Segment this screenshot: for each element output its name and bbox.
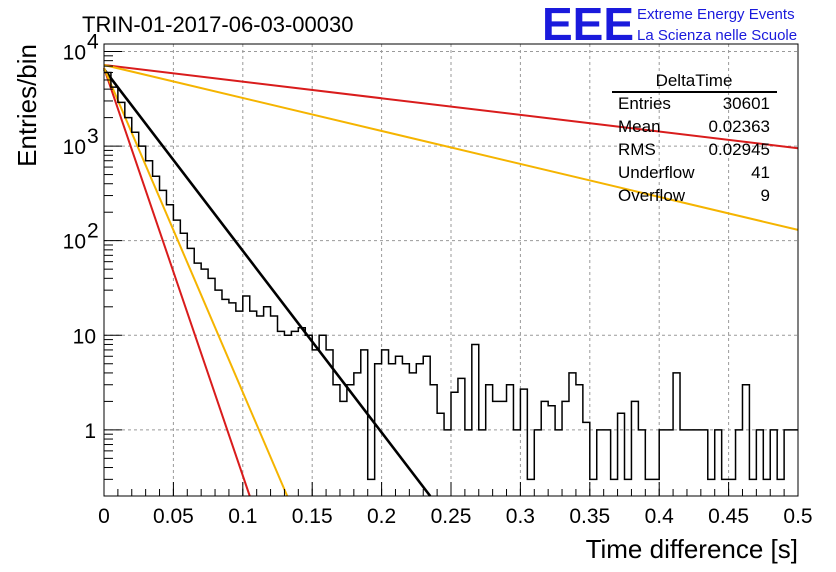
x-tick-label: 0 bbox=[98, 505, 110, 528]
stats-label: Mean bbox=[618, 117, 661, 136]
stats-value: 41 bbox=[751, 163, 770, 182]
y-tick-exponent: 3 bbox=[87, 125, 99, 148]
y-axis-label: Entries/bin bbox=[12, 44, 42, 167]
y-tick-label: 1 bbox=[84, 420, 96, 443]
stats-title: DeltaTime bbox=[656, 71, 733, 90]
fit-curve bbox=[103, 67, 289, 497]
stats-label: Entries bbox=[618, 94, 671, 113]
y-tick-label: 10 bbox=[63, 41, 86, 64]
y-tick-exponent: 2 bbox=[87, 220, 99, 243]
y-tick-label: 10 bbox=[73, 325, 96, 348]
stats-label: Underflow bbox=[618, 163, 695, 182]
stats-value: 0.02945 bbox=[709, 140, 770, 159]
logo-mark: EEE bbox=[542, 0, 634, 50]
x-tick-labels: 0 0.05 0.1 0.15 0.2 0.25 0.3 0.35 0.4 0.45 0.5 bbox=[98, 505, 812, 528]
x-tick-label: 0.3 bbox=[506, 505, 535, 528]
x-tick-label: 0.05 bbox=[153, 505, 194, 528]
logo-line-2: La Scienza nelle Scuole bbox=[637, 27, 797, 44]
fit-curve bbox=[103, 67, 251, 497]
stats-box: DeltaTime Entries 30601 Mean 0.02363 RMS 0.02… bbox=[612, 71, 777, 205]
y-tick-exponent: 4 bbox=[87, 30, 99, 53]
fit-curve bbox=[102, 68, 432, 497]
fit-curve bbox=[103, 64, 799, 231]
stats-rows: Entries 30601 Mean 0.02363 RMS 0.02945 Underfl… bbox=[618, 94, 770, 205]
fit-curve bbox=[103, 63, 799, 150]
x-tick-label: 0.15 bbox=[292, 505, 333, 528]
stats-label: RMS bbox=[618, 140, 656, 159]
axis-ticks bbox=[103, 50, 799, 497]
logo-line-1: Extreme Energy Events bbox=[637, 6, 795, 23]
x-tick-label: 0.45 bbox=[708, 505, 749, 528]
chart-title: TRIN-01-2017-06-03-00030 bbox=[82, 12, 354, 37]
histogram bbox=[104, 71, 798, 481]
fit-curves bbox=[102, 63, 799, 497]
x-tick-label: 0.5 bbox=[783, 505, 812, 528]
y-tick-label: 10 bbox=[63, 136, 86, 159]
x-tick-label: 0.25 bbox=[431, 505, 472, 528]
stats-value: 9 bbox=[761, 186, 770, 205]
histogram-outline bbox=[104, 71, 798, 481]
x-tick-label: 0.2 bbox=[367, 505, 396, 528]
x-tick-label: 0.4 bbox=[645, 505, 675, 528]
stats-value: 0.02363 bbox=[709, 117, 770, 136]
stats-label: Overflow bbox=[618, 186, 686, 205]
x-tick-label: 0.1 bbox=[228, 505, 257, 528]
x-tick-label: 0.35 bbox=[569, 505, 610, 528]
stats-value: 30601 bbox=[723, 94, 770, 113]
y-tick-label: 10 bbox=[63, 231, 86, 254]
x-axis-label: Time difference [s] bbox=[586, 534, 798, 564]
logo: EEE Extreme Energy Events La Scienza nel… bbox=[542, 0, 797, 50]
